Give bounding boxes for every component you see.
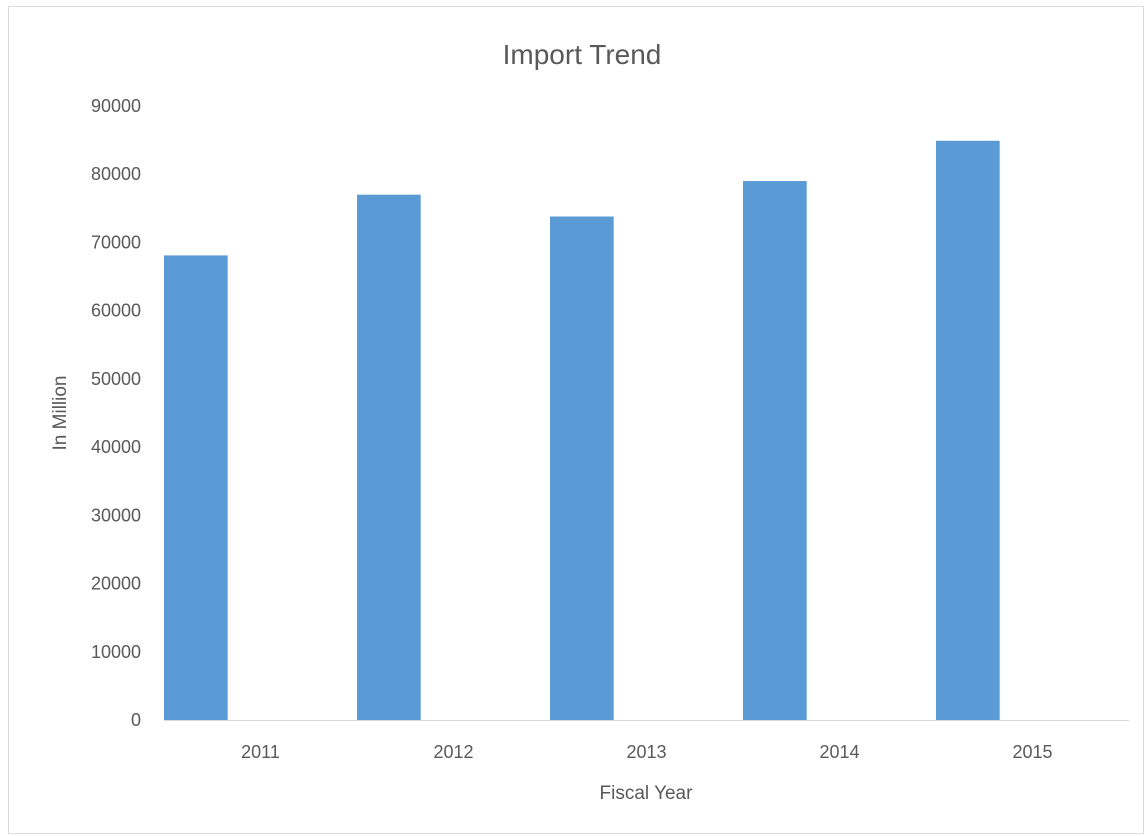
bar-2012 — [357, 194, 421, 720]
x-tick-label: 2013 — [626, 742, 666, 762]
y-tick-label: 40000 — [91, 437, 141, 457]
bar-2014 — [743, 181, 807, 721]
x-axis-label: Fiscal Year — [600, 783, 694, 804]
y-tick-label: 90000 — [91, 96, 141, 116]
x-tick-label: 2015 — [1012, 742, 1052, 762]
y-tick-label: 60000 — [91, 301, 141, 321]
bar-2011 — [164, 255, 228, 720]
y-tick-label: 20000 — [91, 574, 141, 594]
y-axis-label: In Million — [50, 376, 71, 451]
y-tick-label: 10000 — [91, 642, 141, 662]
y-tick-label: 0 — [131, 710, 141, 730]
bars — [164, 140, 1000, 721]
x-tick-label: 2014 — [819, 742, 859, 762]
bar-2013 — [550, 216, 614, 720]
x-axis-ticks: 2011 2012 2013 2014 2015 — [241, 742, 1052, 762]
y-tick-label: 70000 — [91, 232, 141, 252]
chart-title: Import Trend — [503, 39, 662, 70]
y-tick-label: 50000 — [91, 369, 141, 389]
y-axis-ticks: 0 10000 20000 30000 40000 50000 60000 70000 8000… — [91, 96, 141, 730]
x-tick-label: 2011 — [241, 742, 280, 762]
bar-2015 — [936, 140, 1000, 720]
x-tick-label: 2012 — [433, 742, 473, 762]
y-tick-label: 80000 — [91, 164, 141, 184]
y-tick-label: 30000 — [91, 505, 141, 525]
